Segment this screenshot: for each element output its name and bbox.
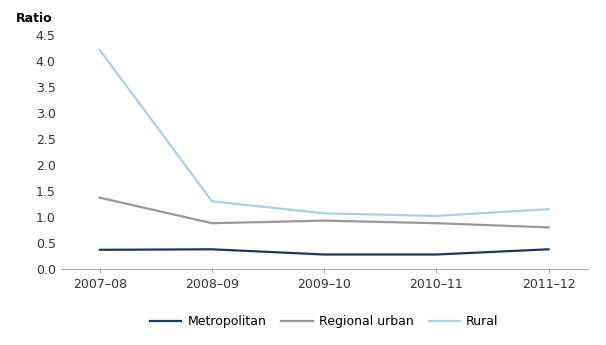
Text: Ratio: Ratio	[16, 12, 52, 25]
Legend: Metropolitan, Regional urban, Rural: Metropolitan, Regional urban, Rural	[145, 310, 504, 333]
